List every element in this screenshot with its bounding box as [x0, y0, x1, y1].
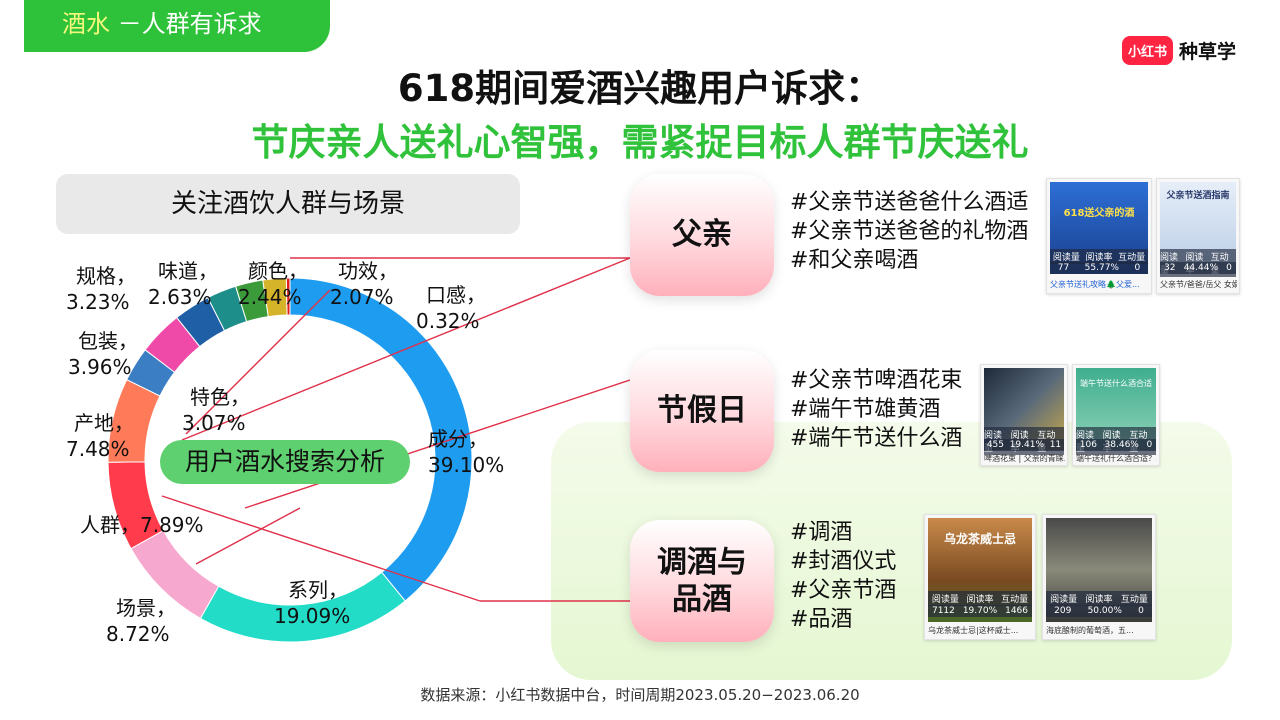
note-caption: 父亲节/爸爸/岳父 女婿...: [1160, 280, 1237, 289]
category-label: 特色，: [190, 385, 250, 409]
hashtag[interactable]: #端午节送什么酒: [790, 426, 963, 451]
category-label: 颜色，: [248, 259, 308, 283]
connector-line: [181, 257, 631, 441]
label-gongxiao: 功效， 2.07%: [330, 258, 398, 310]
label-xilie: 系列， 19.09%: [274, 577, 350, 629]
connector-line: [195, 507, 301, 565]
label-renqun: 人群，7.89%: [80, 512, 204, 538]
pill-father: 父亲: [630, 174, 774, 296]
category-label: 功效，: [338, 259, 398, 283]
section-tag-text: －人群有诉求: [117, 10, 262, 38]
note-stat-values: 7112 19.70% 1466: [928, 605, 1032, 617]
connector-line: [244, 379, 631, 509]
tags-father: #父亲节送爸爸什么酒适 #父亲节送爸爸的礼物酒 #和父亲喝酒: [790, 188, 1028, 275]
note-stat-values: 209 50.00% 0: [1046, 605, 1152, 617]
page-subtitle: 节庆亲人送礼心智强，需紧捉目标人群节庆送礼: [251, 121, 1029, 164]
value-label: 2.44%: [238, 285, 302, 309]
category-label: 成分，: [428, 427, 488, 451]
connector-line: [161, 495, 481, 602]
label-weidao: 味道， 2.63%: [148, 258, 218, 310]
pill-line: 调酒与: [657, 544, 747, 580]
hashtag[interactable]: #品酒: [790, 607, 853, 632]
category-label: 口感，: [426, 283, 486, 307]
pill-holiday: 节假日: [630, 350, 774, 472]
category-label: 人群，: [80, 513, 140, 537]
hashtag[interactable]: #父亲节送爸爸的礼物酒: [790, 219, 1029, 244]
note-card[interactable]: 阅读量 阅读率 互动量 209 50.00% 0 海底酿制的葡萄酒，五...: [1042, 514, 1156, 640]
hashtag[interactable]: #端午节雄黄酒: [790, 397, 941, 422]
note-stat-values: 32 44.44% 0: [1160, 262, 1236, 274]
value-label: 3.07%: [182, 411, 246, 435]
note-card[interactable]: 618送父亲的酒 阅读量 阅读率 互动量 77 55.77% 0 父亲节送礼攻略🌲父爱.…: [1046, 178, 1152, 294]
pill-line: 品酒: [672, 582, 732, 617]
note-stat-values: 455 19.41% 11: [984, 439, 1064, 451]
value-label: 8.72%: [106, 622, 170, 646]
label-chengfen: 成分， 39.10%: [428, 426, 504, 478]
thumbnail-text: 乌龙茶威士忌: [943, 532, 1016, 546]
pill-mixology: 调酒与 品酒: [630, 520, 774, 642]
note-caption: 乌龙茶威士忌|这杯威士...: [928, 626, 1019, 635]
value-label: 3.23%: [66, 290, 130, 314]
connector-line: [185, 289, 331, 435]
value-label: 3.96%: [68, 355, 132, 379]
hashtag[interactable]: #父亲节酒: [790, 578, 897, 603]
label-tese: 特色， 3.07%: [182, 384, 250, 436]
thumbnail-text: 618送父亲的酒: [1063, 208, 1135, 219]
hashtag[interactable]: #调酒: [790, 520, 853, 545]
thumbnail-text: 父亲节送酒指南: [1166, 191, 1230, 201]
tags-mixology: #调酒 #封酒仪式 #父亲节酒 #品酒: [790, 518, 896, 634]
note-stat-labels: 阅读量阅读率互动量: [1046, 591, 1152, 606]
category-label: 系列，: [288, 578, 348, 602]
value-label: 7.48%: [66, 437, 130, 461]
category-label: 味道，: [158, 259, 218, 283]
section-tag-highlight: 酒水: [62, 10, 110, 38]
data-source: 数据来源：小红书数据中台，时间周期2023.05.20−2023.06.20: [420, 686, 860, 704]
value-label: 2.07%: [330, 285, 394, 309]
value-label: 7.89%: [140, 513, 204, 537]
hashtag[interactable]: #父亲节送爸爸什么酒适: [790, 190, 1029, 215]
hashtag[interactable]: #封酒仪式: [790, 549, 897, 574]
note-caption: 啤酒花束 | 父亲的青睐...: [984, 454, 1065, 463]
brand: 小红书 种草学: [1121, 36, 1236, 65]
page-title: 618期间爱酒兴趣用户诉求：: [397, 67, 883, 110]
value-label: 2.63%: [148, 285, 212, 309]
tags-holiday: #父亲节啤酒花束 #端午节雄黄酒 #端午节送什么酒: [790, 366, 962, 453]
label-chandi: 产地， 7.48%: [66, 410, 134, 462]
chart-subhead: 关注酒饮人群与场景: [56, 174, 520, 234]
value-label: 19.09%: [274, 604, 351, 628]
label-kougan: 口感， 0.32%: [416, 282, 486, 334]
note-stat-values: 77 55.77% 0: [1050, 262, 1148, 274]
brand-logo: 小红书: [1121, 36, 1173, 65]
note-caption: 父亲节送礼攻略🌲父爱...: [1050, 280, 1140, 289]
label-baozhuang: 包装， 3.96%: [68, 328, 138, 380]
category-label: 包装，: [78, 329, 138, 353]
note-stat-values: 106 38.46% 0: [1076, 439, 1156, 451]
label-yanse: 颜色， 2.44%: [238, 258, 308, 310]
note-card[interactable]: 乌龙茶威士忌 阅读量 阅读率 互动量 7112 19.70% 1466 乌龙茶威士忌|这…: [924, 514, 1036, 640]
label-changjing: 场景， 8.72%: [106, 595, 176, 647]
brand-text: 种草学: [1178, 41, 1236, 63]
value-label: 39.10%: [428, 453, 505, 477]
hashtag[interactable]: #和父亲喝酒: [790, 248, 919, 273]
donut-slice: [285, 277, 291, 316]
value-label: 0.32%: [416, 309, 480, 333]
section-tag: 酒水 －人群有诉求: [24, 0, 330, 52]
note-caption: 端午送礼什么酒合适？...: [1076, 454, 1157, 463]
thumbnail-text: 端午节送什么酒合适: [1080, 379, 1152, 388]
note-caption: 海底酿制的葡萄酒，五...: [1046, 626, 1134, 635]
note-stat-labels: 阅读量阅读率互动量: [928, 591, 1032, 606]
hashtag[interactable]: #父亲节啤酒花束: [790, 368, 963, 393]
label-guige: 规格， 3.23%: [66, 263, 136, 315]
category-label: 场景，: [116, 596, 176, 620]
note-stat-labels: 阅读量阅读率互动量: [1050, 249, 1148, 264]
category-label: 规格，: [76, 264, 136, 288]
category-label: 产地，: [74, 411, 134, 435]
chart-center-label: 用户酒水搜索分析: [160, 440, 410, 484]
